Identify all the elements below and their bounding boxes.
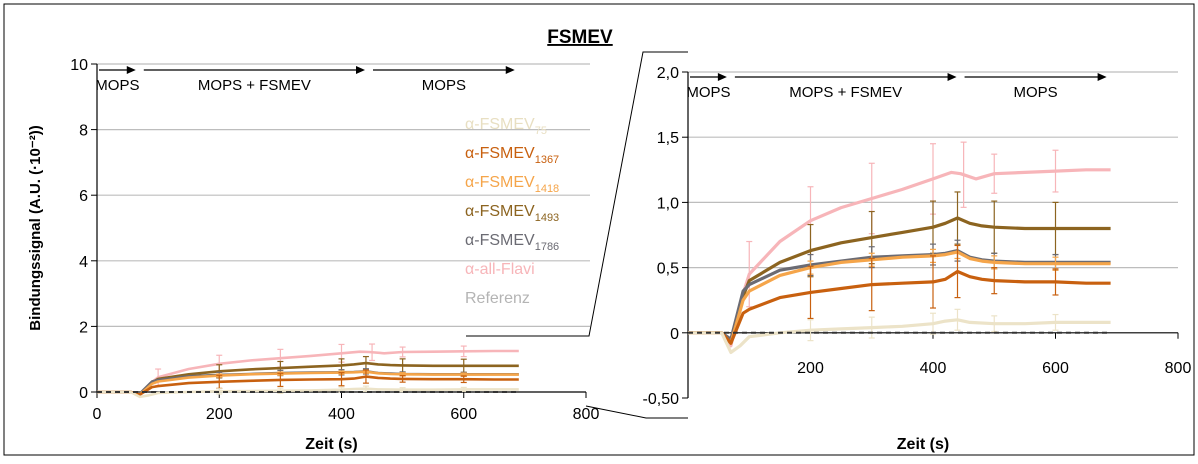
x-tick-label: 600: [450, 406, 477, 423]
x-tick-label: 800: [573, 406, 600, 423]
legend-entry-FSMEV1493: α-FSMEV1493: [465, 203, 559, 224]
legend-text: α-FSMEV: [465, 145, 535, 162]
phase-label: MOPS: [422, 77, 466, 94]
series-line-FSMEV1367: [688, 269, 1111, 345]
phase-arrow-head: [505, 66, 515, 74]
y-tick-label: 4: [79, 254, 88, 271]
figure-border: [3, 3, 1195, 456]
x-axis-label: Zeit (s): [897, 436, 949, 453]
legend-subscript: 75: [535, 125, 547, 137]
legend-subscript: 1418: [535, 183, 559, 195]
legend-text: Referenz: [465, 290, 530, 307]
legend-text: α-FSMEV: [465, 116, 535, 133]
legend-entry-FSMEV1418: α-FSMEV1418: [465, 174, 559, 195]
y-tick-label: 6: [79, 188, 88, 205]
series-line-FSMEV75: [688, 318, 1111, 354]
y-tick-label: 0: [670, 326, 679, 343]
phase-label: MOPS + FSMEV: [789, 84, 902, 101]
phase-arrow-head: [126, 66, 136, 74]
zoom-line-top: [466, 51, 688, 337]
y-tick-label: 2: [79, 319, 88, 336]
x-tick-label: 600: [1042, 360, 1069, 377]
phase-label: MOPS + FSMEV: [198, 77, 311, 94]
legend-text: α-FSMEV: [465, 203, 535, 220]
legend-text: α-FSMEV: [465, 232, 535, 249]
x-tick-label: 0: [93, 406, 102, 423]
legend-entry-allFlavi: α-all-Flavi: [465, 261, 535, 278]
chart-title: FSMEV: [547, 27, 613, 48]
x-tick-label: 200: [797, 360, 824, 377]
y-tick-label: -0,50: [643, 391, 680, 408]
right-chart: -0,50 0 0,5 1,0 1,5 2,0 200 400 600 800 Zeit (s) MO…: [643, 65, 1192, 453]
phase-arrow-head: [947, 73, 957, 81]
left-chart: 0 2 4 6 8 10 0 200 400 600 800 Zeit (s) Bindungssign…: [27, 57, 599, 453]
y-tick-label: 0,5: [657, 261, 679, 278]
legend-subscript: 1786: [535, 241, 559, 253]
series-line-FSMEV1418: [97, 370, 519, 396]
legend-subscript: 1493: [535, 212, 559, 224]
x-axis-label: Zeit (s): [305, 436, 357, 453]
series-line-FSMEV75: [97, 387, 519, 399]
zoom-connector: [466, 51, 688, 419]
x-tick-label: 400: [920, 360, 947, 377]
phase-label: MOPS: [686, 84, 730, 101]
phase-label: MOPS: [95, 77, 139, 94]
y-tick-label: 8: [79, 123, 88, 140]
y-tick-label: 0: [79, 385, 88, 402]
series-line-FSMEV1367: [97, 375, 519, 396]
legend-text: α-all-Flavi: [465, 261, 535, 278]
series-line-FSMEV1418: [688, 250, 1111, 345]
zoom-line-bottom: [585, 405, 688, 419]
legend-entry-FSMEV75: α-FSMEV75: [465, 116, 547, 137]
legend-entry-FSMEV1367: α-FSMEV1367: [465, 145, 559, 166]
phase-label: MOPS: [1014, 84, 1058, 101]
x-tick-label: 400: [328, 406, 355, 423]
y-axis-label: Bindungssignal (A.U. (·10⁻²)): [27, 125, 44, 330]
y-tick-label: 10: [70, 57, 88, 74]
phase-arrow-head: [356, 66, 366, 74]
series-line-FSMEV1493: [688, 216, 1111, 345]
phase-arrow-head: [717, 73, 727, 81]
x-tick-label: 800: [1165, 360, 1192, 377]
legend-entry-FSMEV1786: α-FSMEV1786: [465, 232, 559, 253]
phase-arrow-head: [1097, 73, 1107, 81]
y-tick-label: 1,5: [657, 130, 679, 147]
legend-entry-Referenz: Referenz: [465, 290, 530, 307]
legend-text: α-FSMEV: [465, 174, 535, 191]
y-tick-label: 2,0: [657, 65, 679, 82]
y-tick-label: 1,0: [657, 195, 679, 212]
x-tick-label: 200: [206, 406, 233, 423]
legend-subscript: 1367: [535, 154, 559, 166]
